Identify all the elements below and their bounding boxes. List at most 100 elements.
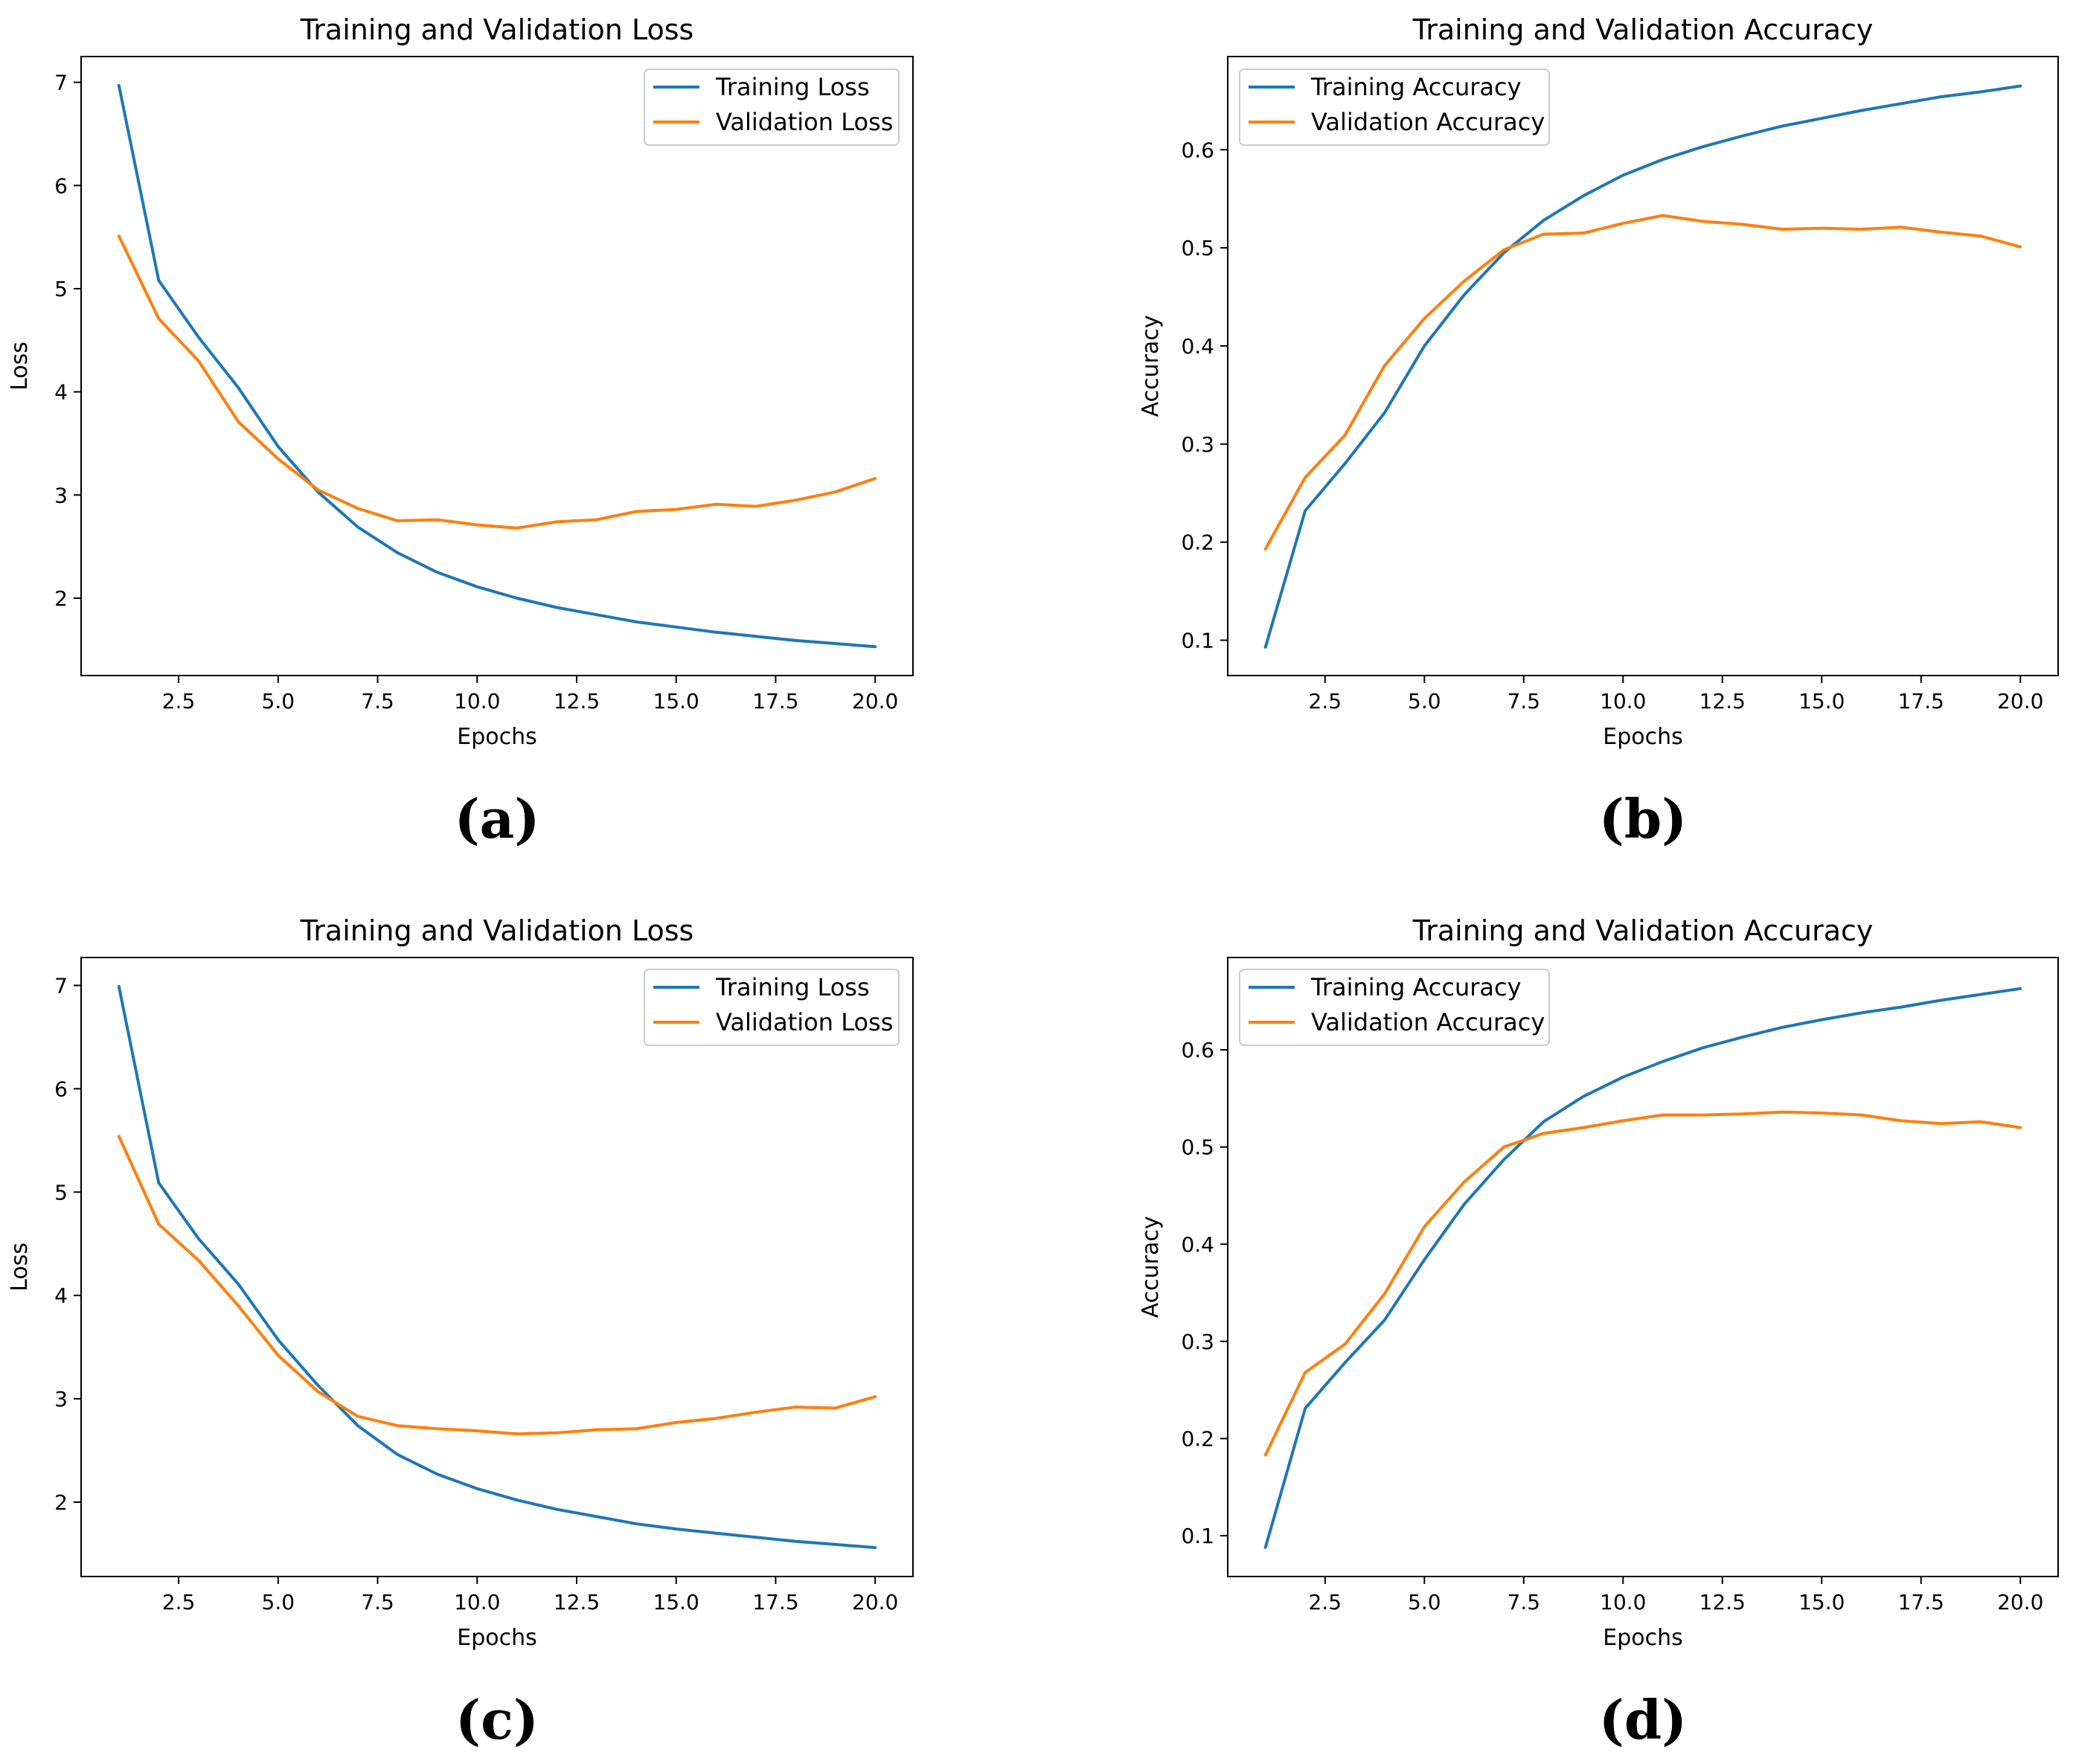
y-tick-label: 3 (54, 1387, 68, 1411)
legend-box (644, 68, 900, 146)
legend: Training Loss Validation Loss (644, 969, 900, 1046)
validation-loss-line (117, 234, 877, 530)
x-tick-label: 10.0 (454, 1590, 500, 1614)
y-tick-label: 5 (54, 277, 68, 301)
x-tick-label: 12.5 (554, 689, 600, 713)
x-tick-label: 7.5 (361, 689, 394, 713)
y-tick-label: 3 (54, 483, 68, 507)
x-tick-label: 5.0 (1408, 689, 1441, 713)
x-tick-label: 5.0 (262, 1590, 295, 1614)
y-axis-label: Loss (7, 1242, 33, 1292)
x-tick-label: 20.0 (1997, 689, 2043, 713)
y-tick-label: 0.3 (1181, 432, 1214, 457)
validation-accuracy-line (1263, 1110, 2022, 1457)
x-tick-label: 12.5 (1699, 1590, 1746, 1614)
y-tick-label: 0.5 (1181, 1135, 1214, 1160)
x-tick-label: 20.0 (1997, 1590, 2043, 1614)
y-tick-label: 0.5 (1181, 236, 1214, 260)
y-tick-label: 5 (54, 1180, 68, 1205)
panel-label: (d) (1599, 1688, 1687, 1751)
plot-frame (1227, 56, 2059, 676)
x-axis-label: Epochs (1603, 724, 1683, 750)
legend-entry: Validation Loss (716, 1008, 893, 1036)
x-tick-label: 7.5 (1508, 1590, 1541, 1614)
plot-frame (1227, 957, 2059, 1577)
x-tick-label: 7.5 (361, 1590, 394, 1614)
plot-frame (80, 957, 914, 1577)
x-tick-label: 12.5 (554, 1590, 600, 1614)
chart-panel-b: Training and Validation Accuracy 2.5 5.0 7.… (1138, 13, 2059, 850)
x-tick-label: 15.0 (1798, 689, 1845, 713)
chart-title: Training and Validation Accuracy (1412, 13, 1874, 46)
x-tick-label: 17.5 (752, 689, 798, 713)
y-tick-label: 0.2 (1181, 530, 1214, 555)
legend-box (1239, 969, 1550, 1046)
y-tick-label: 0.1 (1181, 629, 1214, 653)
legend: Training Loss Validation Loss (644, 68, 900, 146)
x-tick-label: 17.5 (752, 1590, 798, 1614)
panel-label: (b) (1599, 787, 1687, 850)
y-axis-label: Accuracy (1138, 1216, 1164, 1318)
x-tick-label: 2.5 (162, 1590, 196, 1614)
x-tick-label: 15.0 (653, 689, 699, 713)
legend: Training Accuracy Validation Accuracy (1239, 969, 1550, 1046)
legend-entry: Training Loss (715, 973, 870, 1001)
x-tick-label: 17.5 (1898, 689, 1944, 713)
y-tick-label: 0.2 (1181, 1427, 1214, 1452)
x-axis-label: Epochs (457, 1625, 537, 1651)
training-accuracy-line (1263, 84, 2022, 649)
y-tick-label: 0.3 (1181, 1330, 1214, 1354)
y-tick-label: 7 (54, 974, 68, 998)
x-tick-label: 5.0 (262, 689, 295, 713)
x-axis-label: Epochs (1603, 1625, 1683, 1651)
y-tick-label: 0.4 (1181, 334, 1214, 359)
legend-entry: Validation Accuracy (1311, 108, 1545, 136)
y-tick-label: 6 (54, 173, 68, 198)
x-axis-label: Epochs (457, 724, 537, 750)
chart-panel-a: Training and Validation Loss 2.5 5.0 7.5 10.… (7, 13, 914, 850)
training-loss-line (117, 984, 877, 1550)
y-tick-label: 0.1 (1181, 1524, 1214, 1548)
x-tick-label: 20.0 (852, 689, 898, 713)
legend-entry: Validation Accuracy (1311, 1008, 1545, 1036)
y-tick-label: 0.6 (1181, 138, 1214, 162)
chart-title: Training and Validation Loss (300, 914, 694, 947)
legend: Training Accuracy Validation Accuracy (1239, 68, 1550, 146)
legend-box (1239, 68, 1550, 146)
chart-title: Training and Validation Loss (300, 13, 694, 46)
y-tick-label: 7 (54, 71, 68, 95)
training-loss-line (117, 83, 877, 649)
chart-panel-c: Training and Validation Loss 2.5 5.0 7.5 10.… (7, 914, 914, 1751)
x-tick-label: 2.5 (1309, 689, 1342, 713)
x-tick-label: 2.5 (1309, 1590, 1342, 1614)
y-tick-label: 4 (54, 1283, 68, 1308)
plot-frame (80, 56, 914, 676)
y-tick-label: 0.6 (1181, 1038, 1214, 1062)
validation-loss-line (117, 1135, 877, 1436)
x-tick-label: 10.0 (1600, 689, 1646, 713)
y-axis-label: Loss (7, 341, 33, 391)
y-tick-label: 4 (54, 380, 68, 405)
y-tick-label: 2 (54, 586, 68, 611)
x-tick-label: 2.5 (162, 689, 196, 713)
x-tick-label: 12.5 (1699, 689, 1746, 713)
validation-accuracy-line (1263, 214, 2022, 551)
panel-label: (a) (455, 787, 540, 850)
x-tick-label: 15.0 (653, 1590, 699, 1614)
training-accuracy-line (1263, 987, 2022, 1549)
x-tick-label: 7.5 (1508, 689, 1541, 713)
legend-entry: Validation Loss (716, 108, 893, 136)
x-tick-label: 17.5 (1898, 1590, 1944, 1614)
x-tick-label: 10.0 (1600, 1590, 1646, 1614)
chart-title: Training and Validation Accuracy (1412, 914, 1874, 947)
y-tick-label: 6 (54, 1077, 68, 1101)
x-tick-label: 5.0 (1408, 1590, 1441, 1614)
y-axis-label: Accuracy (1138, 315, 1164, 417)
x-tick-label: 15.0 (1798, 1590, 1845, 1614)
legend-entry: Training Loss (715, 73, 870, 101)
legend-entry: Training Accuracy (1310, 73, 1522, 101)
legend-entry: Training Accuracy (1310, 973, 1522, 1001)
panel-label: (c) (455, 1688, 539, 1751)
y-tick-label: 0.4 (1181, 1232, 1214, 1257)
